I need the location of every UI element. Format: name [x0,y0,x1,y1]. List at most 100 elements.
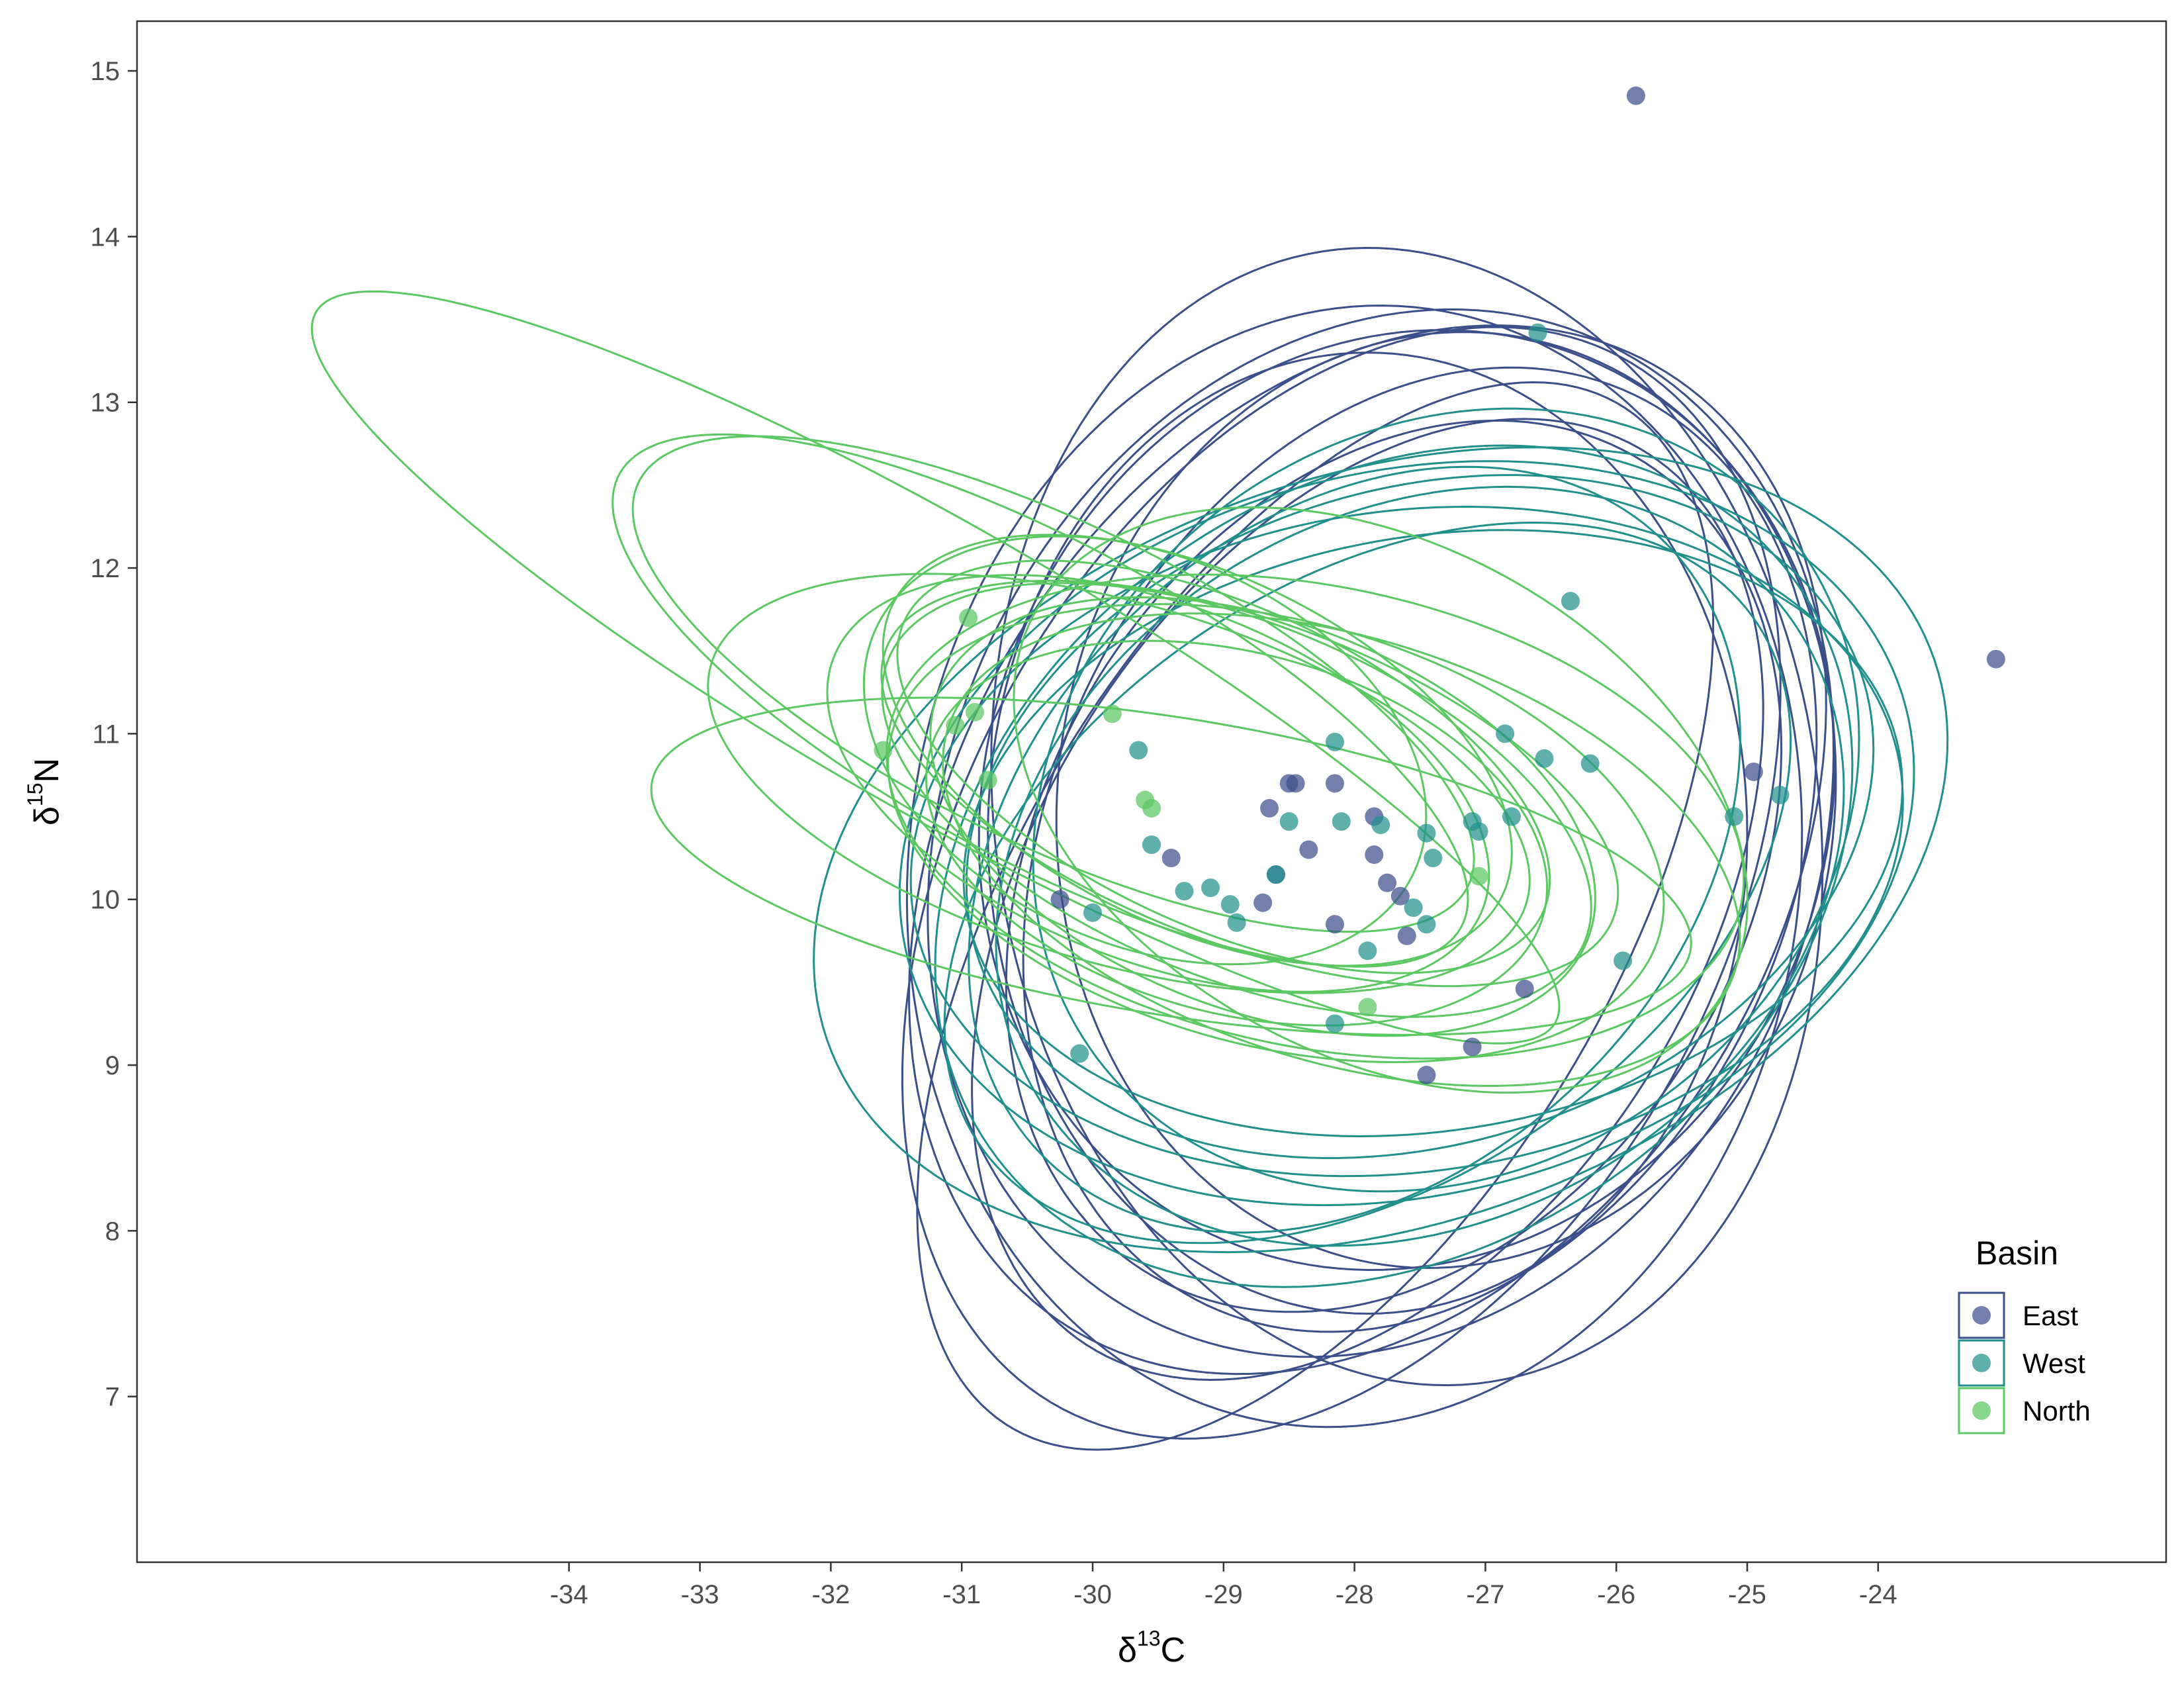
ellipse-west [965,474,1875,1160]
point-east [1365,845,1384,865]
point-east [1253,893,1273,912]
ellipse-west [813,446,1949,1254]
y-tick-label: 14 [91,222,120,252]
point-east [1325,915,1344,934]
point-layer [874,86,2005,1085]
legend-entry-west: West [1958,1339,2085,1387]
x-axis-title-tail: C [1160,1631,1185,1669]
legend: Basin East West North [1958,1235,2091,1434]
ellipse-layer [310,246,1949,1451]
point-west [1535,749,1554,768]
point-west [1502,807,1521,826]
x-tick-label: -34 [550,1580,588,1609]
point-west [1083,903,1102,922]
legend-point-north [1972,1401,1991,1420]
x-tick-label: -33 [681,1580,719,1609]
y-axis: 7 8 9 10 11 12 13 14 15 [91,57,137,1412]
point-west [1424,849,1443,868]
point-west [1142,835,1161,855]
point-west [1325,1014,1344,1033]
ellipse-east [990,246,1824,1387]
point-north [959,608,978,628]
point-north [1142,799,1161,818]
legend-entry-east: East [1958,1291,2078,1339]
y-axis-title-tail: N [28,758,66,783]
ellipse-east [1022,366,1818,1333]
point-east [1390,886,1410,906]
point-west [1201,878,1220,898]
point-west [1417,823,1436,843]
point-west [1129,741,1148,760]
point-west [1528,323,1547,342]
ellipse-west [1032,407,1860,1193]
point-north [1469,867,1488,886]
ellipse-north [862,535,1428,966]
x-axis-title-main: δ [1118,1631,1137,1669]
x-tick-label: -29 [1205,1580,1243,1609]
x-tick-label: -26 [1597,1580,1635,1609]
ellipse-north [886,573,1745,1060]
point-west [1358,941,1377,961]
legend-point-east [1972,1306,1991,1325]
ellipse-east [916,381,1715,1451]
point-east [1417,1066,1436,1085]
point-east [1463,1037,1482,1056]
x-tick-label: -28 [1336,1580,1374,1609]
legend-title: Basin [1976,1235,2058,1272]
ellipse-west [909,505,1904,1178]
ellipse-east [1055,331,1837,1269]
point-west [1469,822,1488,841]
point-east [1161,849,1181,868]
point-west [1175,882,1194,901]
point-east [1378,873,1397,892]
legend-entry-north: North [1958,1387,2091,1434]
x-tick-label: -32 [811,1580,850,1609]
point-east [1744,762,1763,781]
legend-label-east: East [2023,1300,2078,1331]
point-west [1070,1044,1089,1063]
point-west [1496,724,1515,743]
point-west [1279,812,1298,831]
point-north [965,702,984,722]
y-tick-label: 10 [91,886,120,915]
point-west [1266,865,1285,884]
ellipse-east [901,326,1782,1440]
point-east [1299,840,1318,859]
legend-label-north: North [2023,1395,2091,1427]
point-west [1770,786,1790,805]
x-axis: -34 -33 -32 -31 -30 -29 -28 -27 -26 -25 -24 [550,1562,1897,1609]
ellipse-west [962,529,1903,1138]
ellipse-north [929,596,1596,1037]
x-tick-label: -24 [1859,1580,1897,1609]
x-axis-title: δ13C [1118,1626,1185,1669]
point-north [1103,704,1122,724]
point-north [1358,998,1377,1017]
ellipse-west [898,460,1915,1207]
x-axis-title-sup: 13 [1137,1626,1161,1650]
plot-panel-border [136,20,2167,1564]
y-tick-label: 12 [91,554,120,583]
point-east [1986,649,2005,669]
legend-point-west [1972,1354,1991,1372]
x-tick-label: -30 [1073,1580,1112,1609]
ellipse-east [971,418,1764,1382]
point-west [1227,913,1246,932]
point-east [1515,979,1534,998]
ellipse-east [927,308,1835,1358]
point-west [1332,812,1351,831]
legend-label-west: West [2023,1348,2085,1379]
point-west [1404,898,1423,917]
ellipse-north [881,582,1592,1018]
y-axis-title: δ15N [23,758,66,825]
ellipse-north [1013,506,1749,1094]
point-west [1561,592,1580,611]
ellipse-west [943,521,1792,1244]
ellipse-north [925,639,1549,1027]
x-tick-label: -31 [942,1580,981,1609]
point-north [946,716,965,735]
ellipse-north [707,573,1531,994]
ellipse-north [896,559,1551,974]
point-east [1260,799,1279,818]
